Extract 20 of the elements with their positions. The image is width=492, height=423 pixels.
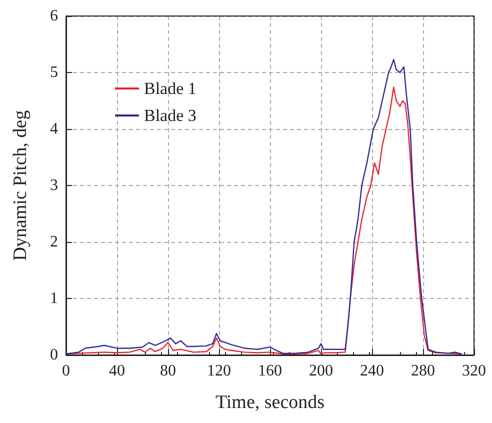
x-tick-label: 40: [109, 362, 125, 380]
x-tick-label: 160: [258, 362, 282, 380]
y-tick-label: 6: [50, 8, 58, 24]
x-tick-label: 280: [411, 362, 435, 380]
x-tick-label: 200: [309, 362, 333, 380]
y-axis-title: Dynamic Pitch, deg: [10, 110, 31, 261]
legend-label: Blade 1: [144, 79, 196, 98]
y-tick-label: 3: [50, 177, 58, 194]
y-tick-label: 0: [50, 346, 58, 364]
x-tick-label: 240: [360, 362, 384, 380]
x-tick-label: 320: [462, 362, 486, 380]
legend-label: Blade 3: [144, 106, 196, 125]
y-tick-label: 2: [50, 234, 58, 250]
x-axis-title: Time, seconds: [215, 392, 325, 413]
y-tick-label: 5: [50, 64, 58, 81]
x-tick-label: 0: [62, 362, 70, 380]
x-tick-label: 80: [160, 362, 176, 380]
x-tick-label: 120: [207, 362, 231, 380]
y-tick-label: 1: [50, 290, 58, 307]
y-tick-label: 4: [50, 120, 58, 138]
